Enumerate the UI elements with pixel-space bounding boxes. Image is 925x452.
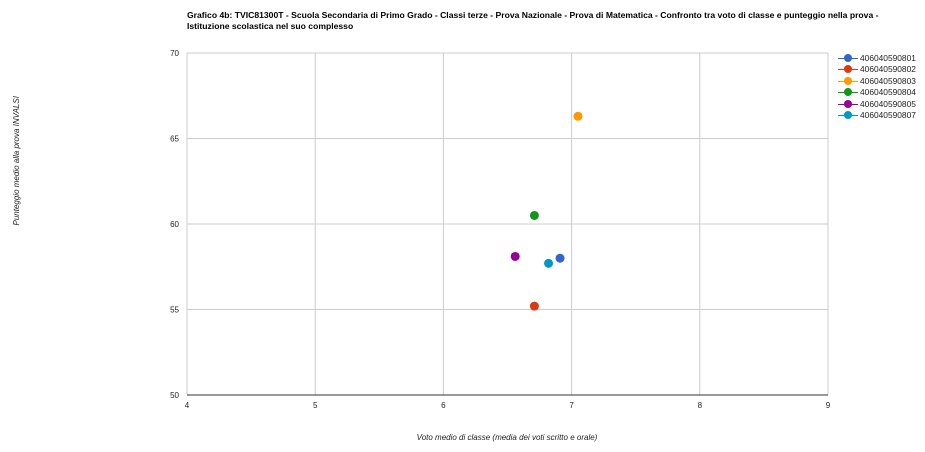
x-tick-label: 5 xyxy=(313,401,318,410)
legend-marker-icon xyxy=(838,87,858,97)
legend: 406040590801 406040590802 406040590803 4060… xyxy=(838,52,916,121)
legend-item[interactable]: 406040590803 xyxy=(838,75,916,87)
y-tick-label: 65 xyxy=(170,135,179,144)
legend-item[interactable]: 406040590805 xyxy=(838,98,916,110)
legend-item[interactable]: 406040590801 xyxy=(838,52,916,64)
x-tick-label: 9 xyxy=(826,401,831,410)
x-axis-label: Voto medio di classe (media dei voti scr… xyxy=(417,433,598,442)
data-point-406040590804[interactable] xyxy=(529,210,539,220)
data-points xyxy=(510,111,583,311)
data-point-406040590807[interactable] xyxy=(544,258,554,268)
legend-label: 406040590804 xyxy=(860,87,916,98)
data-point-406040590805[interactable] xyxy=(510,251,520,261)
legend-marker-icon xyxy=(838,64,858,74)
legend-item[interactable]: 406040590804 xyxy=(838,87,916,99)
legend-label: 406040590807 xyxy=(860,110,916,121)
y-tick-label: 70 xyxy=(170,49,179,58)
y-tick-label: 55 xyxy=(170,306,179,315)
legend-marker-icon xyxy=(838,76,858,86)
grid-lines xyxy=(186,52,829,396)
legend-item[interactable]: 406040590802 xyxy=(838,64,916,76)
x-tick-label: 4 xyxy=(185,401,190,410)
legend-marker-icon xyxy=(838,110,858,120)
legend-label: 406040590803 xyxy=(860,75,916,86)
chart-title: Grafico 4b: TVIC81300T - Scuola Secondar… xyxy=(187,10,879,31)
data-point-406040590803[interactable] xyxy=(573,111,583,121)
x-tick-label: 7 xyxy=(569,401,574,410)
legend-label: 406040590805 xyxy=(860,98,916,109)
legend-label: 406040590802 xyxy=(860,64,916,75)
y-tick-label: 60 xyxy=(170,220,179,229)
y-axis-label: Punteggio medio alla prova INVALSI xyxy=(12,96,21,226)
axis-ticks: 4 5 6 7 8 9 50 55 60 65 70 xyxy=(170,49,831,410)
legend-marker-icon xyxy=(838,99,858,109)
y-tick-label: 50 xyxy=(170,391,179,400)
data-point-406040590801[interactable] xyxy=(555,253,565,263)
legend-label: 406040590801 xyxy=(860,52,916,63)
data-point-406040590802[interactable] xyxy=(529,301,539,311)
x-tick-label: 8 xyxy=(698,401,703,410)
x-tick-label: 6 xyxy=(441,401,446,410)
legend-item[interactable]: 406040590807 xyxy=(838,110,916,122)
legend-marker-icon xyxy=(838,53,858,63)
